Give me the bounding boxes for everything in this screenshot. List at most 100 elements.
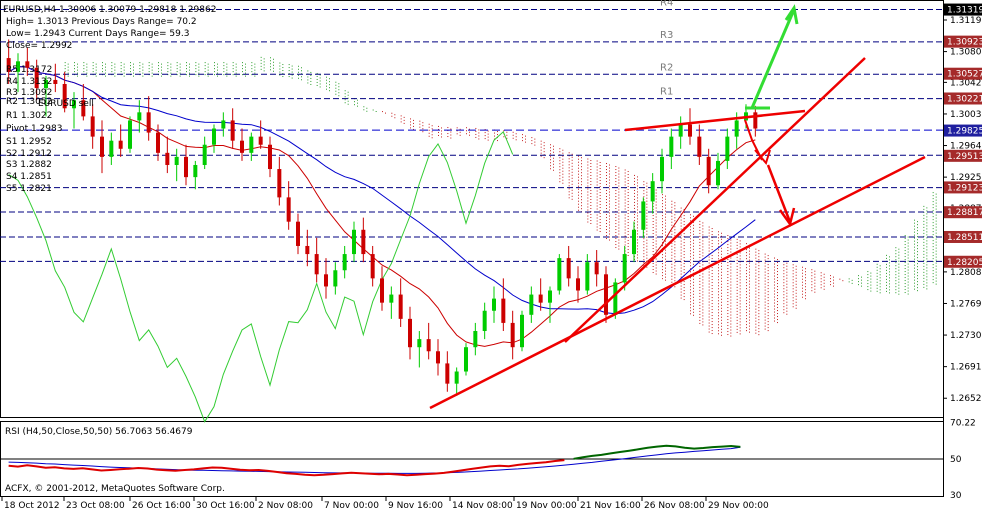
cloud-dot <box>578 203 579 205</box>
cloud-dot <box>923 217 925 219</box>
cloud-dot <box>487 130 489 132</box>
info-line: S4 1.2851 <box>6 172 52 182</box>
cloud-dot <box>802 272 803 274</box>
candle-body <box>314 254 319 275</box>
cloud-dot <box>914 264 915 266</box>
cloud-dot <box>400 118 402 120</box>
cloud-dot <box>904 250 906 252</box>
cloud-dot <box>562 161 564 163</box>
cloud-dot <box>273 64 274 66</box>
cloud-dot <box>711 255 713 257</box>
cloud-dot <box>354 101 355 103</box>
cloud-dot <box>540 149 542 151</box>
cloud-dot <box>596 172 598 174</box>
cloud-dot <box>344 93 346 95</box>
cloud-dot <box>923 253 925 255</box>
cloud-dot <box>702 279 704 281</box>
x-tick-label: 9 Nov 16:00 <box>388 501 443 511</box>
cloud-dot <box>363 106 365 108</box>
cloud-dot <box>291 77 293 79</box>
cloud-dot <box>730 284 732 286</box>
cloud-dot <box>581 163 582 165</box>
cloud-dot <box>67 72 69 74</box>
cloud-dot <box>596 196 598 198</box>
cloud-dot <box>708 259 710 261</box>
candle-body <box>62 83 67 109</box>
cloud-dot <box>606 166 607 168</box>
cloud-dot <box>727 316 729 318</box>
cloud-dot <box>329 78 330 80</box>
cloud-dot <box>739 282 741 284</box>
cloud-dot <box>932 213 934 215</box>
cloud-dot <box>307 82 309 84</box>
cloud-dot <box>596 178 598 180</box>
cloud-dot <box>590 208 592 210</box>
cloud-dot <box>627 227 629 229</box>
cloud-dot <box>711 312 713 314</box>
cloud-dot <box>727 301 729 303</box>
cloud-dot <box>746 288 747 290</box>
cloud-dot <box>189 72 190 74</box>
cloud-dot <box>721 295 722 297</box>
cloud-dot <box>851 282 853 284</box>
cloud-dot <box>774 320 775 322</box>
cloud-dot <box>77 69 78 71</box>
cloud-dot <box>690 301 691 303</box>
cloud-dot <box>805 271 806 273</box>
cloud-dot <box>895 271 897 273</box>
cloud-dot <box>758 319 760 321</box>
cloud-dot <box>571 195 573 197</box>
cloud-dot <box>578 194 579 196</box>
cloud-dot <box>652 248 654 250</box>
cloud-dot <box>739 312 741 314</box>
cloud-dot <box>917 224 918 226</box>
cloud-dot <box>870 290 872 292</box>
cloud-dot <box>161 66 162 68</box>
cloud-dot <box>543 157 545 159</box>
cloud-dot <box>895 277 897 279</box>
cloud-dot <box>702 303 704 305</box>
cloud-dot <box>662 272 663 274</box>
cloud-dot <box>596 208 598 210</box>
cloud-dot <box>606 169 607 171</box>
cloud-dot <box>935 256 937 258</box>
cloud-dot <box>730 296 732 298</box>
candle-body <box>361 229 366 255</box>
cloud-dot <box>833 279 834 281</box>
candle-body <box>622 254 627 283</box>
cloud-dot <box>680 222 682 224</box>
cloud-dot <box>758 274 760 276</box>
cloud-dot <box>730 293 732 295</box>
cloud-dot <box>718 252 719 254</box>
cloud-dot <box>721 247 722 249</box>
cloud-dot <box>596 163 598 165</box>
cloud-dot <box>624 238 626 240</box>
cloud-dot <box>727 280 729 282</box>
cloud-dot <box>730 320 732 322</box>
cloud-dot <box>730 239 732 241</box>
cloud-dot <box>655 207 657 209</box>
cloud-dot <box>665 252 666 254</box>
cloud-dot <box>329 84 330 86</box>
cloud-dot <box>637 191 638 193</box>
cloud-dot <box>727 331 729 333</box>
cloud-dot <box>167 71 169 73</box>
cloud-dot <box>721 286 722 288</box>
cloud-dot <box>914 270 915 272</box>
cloud-dot <box>914 237 915 239</box>
x-tick-label: 26 Oct 16:00 <box>132 501 191 511</box>
cloud-dot <box>366 110 368 112</box>
cloud-dot <box>699 301 701 303</box>
cloud-dot <box>338 95 340 97</box>
y-tick-label: 1.3119 <box>950 16 982 26</box>
cloud-dot <box>363 109 365 111</box>
cloud-dot <box>86 72 88 74</box>
cloud-dot <box>730 269 732 271</box>
cloud-dot <box>634 177 635 179</box>
cloud-dot <box>254 75 256 77</box>
cloud-dot <box>926 273 928 275</box>
cloud-dot <box>83 65 85 67</box>
cloud-dot <box>235 75 237 77</box>
candle-body <box>529 294 534 315</box>
cloud-dot <box>270 60 271 62</box>
